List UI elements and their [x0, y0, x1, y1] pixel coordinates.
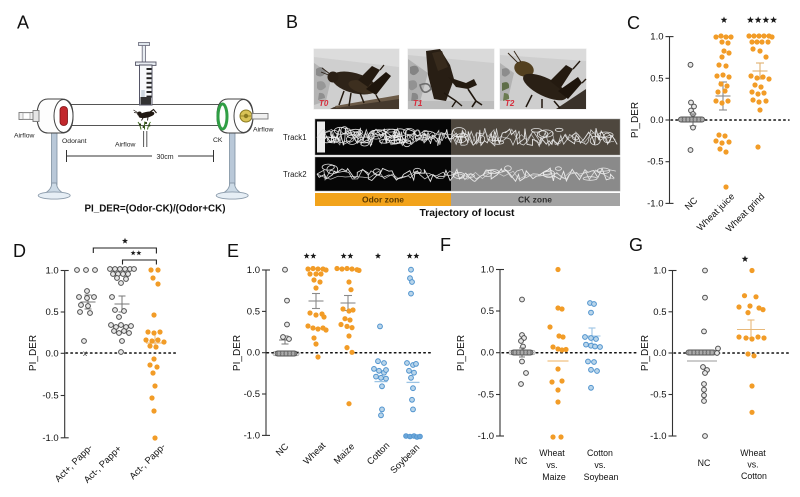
svg-text:vs.: vs. [594, 460, 605, 470]
svg-text:0.5: 0.5 [45, 307, 58, 318]
svg-text:Track2: Track2 [283, 170, 307, 179]
svg-text:0.5: 0.5 [481, 306, 494, 317]
svg-text:Airflow: Airflow [253, 127, 273, 134]
svg-text:Act-, Papp-: Act-, Papp- [127, 441, 167, 481]
svg-text:PI_DER=(Odor-CK)/(Odor+CK): PI_DER=(Odor-CK)/(Odor+CK) [85, 204, 226, 215]
svg-text:Maize: Maize [332, 441, 357, 466]
svg-text:0.0: 0.0 [247, 348, 260, 359]
svg-text:0.5: 0.5 [653, 307, 666, 318]
svg-text:-1.0: -1.0 [42, 433, 58, 444]
svg-text:CK: CK [213, 137, 223, 144]
svg-text:PI_DER: PI_DER [630, 102, 641, 138]
svg-text:C: C [627, 13, 640, 33]
svg-text:x: x [83, 349, 87, 358]
svg-text:-0.5: -0.5 [42, 391, 58, 402]
svg-text:Airflow: Airflow [115, 142, 135, 149]
svg-text:-0.5: -0.5 [650, 390, 666, 401]
svg-text:vs.: vs. [747, 460, 758, 470]
svg-text:Track1: Track1 [283, 133, 307, 142]
svg-text:-1.0: -1.0 [478, 431, 494, 442]
svg-text:Soybean: Soybean [584, 472, 619, 482]
svg-text:Cotton: Cotton [365, 440, 391, 466]
svg-text:NC: NC [274, 441, 291, 458]
svg-text:NC: NC [515, 456, 528, 466]
svg-text:CK zone: CK zone [518, 195, 552, 205]
svg-text:0.5: 0.5 [247, 306, 260, 317]
svg-text:30cm: 30cm [156, 154, 173, 161]
svg-text:D: D [13, 241, 26, 261]
svg-text:T0: T0 [319, 99, 329, 108]
svg-text:vs.: vs. [546, 460, 557, 470]
svg-text:Airflow: Airflow [14, 133, 34, 140]
svg-text:-1.0: -1.0 [650, 431, 666, 442]
svg-text:1.0: 1.0 [481, 265, 494, 276]
svg-text:Trajectory of locust: Trajectory of locust [420, 208, 516, 219]
svg-text:PI_DER: PI_DER [232, 335, 243, 371]
svg-text:Soybean: Soybean [388, 442, 421, 475]
svg-text:F: F [440, 235, 451, 255]
svg-text:E: E [227, 241, 239, 261]
svg-text:T2: T2 [505, 99, 515, 108]
svg-text:1.0: 1.0 [650, 32, 663, 43]
svg-text:A: A [17, 13, 29, 33]
svg-text:PI_DER: PI_DER [28, 335, 39, 371]
svg-text:1.0: 1.0 [247, 265, 260, 276]
svg-text:-0.5: -0.5 [244, 389, 260, 400]
svg-text:Cotton: Cotton [741, 471, 767, 481]
svg-text:0.0: 0.0 [650, 115, 663, 126]
svg-text:Odorant: Odorant [62, 138, 87, 145]
svg-text:0.0: 0.0 [653, 348, 666, 359]
svg-text:T1: T1 [413, 99, 423, 108]
svg-text:Cotton: Cotton [587, 448, 613, 458]
svg-text:PI_DER: PI_DER [640, 335, 651, 371]
svg-text:Wheat: Wheat [740, 448, 766, 458]
svg-text:-1.0: -1.0 [244, 430, 260, 441]
svg-text:Odor zone: Odor zone [362, 195, 404, 205]
svg-text:-0.5: -0.5 [478, 390, 494, 401]
svg-text:Wheat: Wheat [301, 440, 327, 466]
svg-text:-1.0: -1.0 [647, 198, 663, 209]
svg-text:NC: NC [683, 195, 700, 212]
svg-text:Maize: Maize [542, 472, 566, 482]
svg-text:NC: NC [698, 458, 711, 468]
svg-text:G: G [629, 235, 643, 255]
svg-text:1.0: 1.0 [653, 266, 666, 277]
svg-text:Wheat: Wheat [539, 448, 565, 458]
svg-text:1.0: 1.0 [45, 266, 58, 277]
svg-text:0.5: 0.5 [650, 73, 663, 84]
svg-text:-0.5: -0.5 [647, 157, 663, 168]
svg-text:0.0: 0.0 [481, 348, 494, 359]
svg-text:B: B [286, 12, 298, 32]
svg-text:0.0: 0.0 [45, 348, 58, 359]
svg-text:PI_DER: PI_DER [456, 335, 467, 371]
